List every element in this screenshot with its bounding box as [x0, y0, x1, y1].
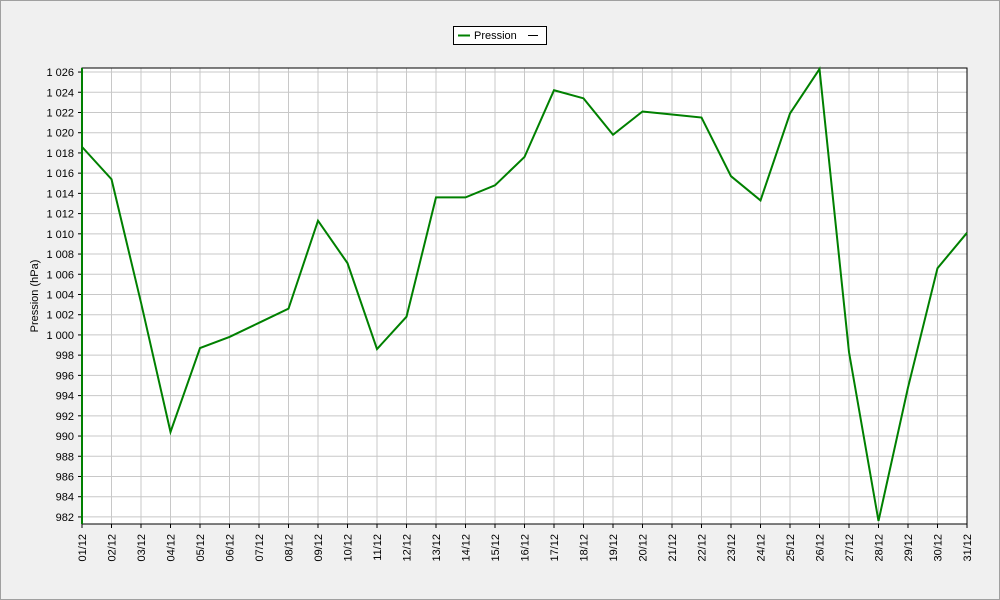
y-tick-label: 994 — [56, 391, 74, 403]
y-tick-label: 1 016 — [46, 168, 74, 180]
x-tick-label: 15/12 — [490, 534, 502, 562]
y-tick-label: 1 024 — [46, 87, 74, 99]
y-tick-label: 1 012 — [46, 209, 74, 221]
y-tick-label: 1 026 — [46, 67, 74, 79]
x-tick-label: 19/12 — [608, 534, 620, 562]
x-tick-label: 30/12 — [933, 534, 945, 562]
y-tick-label: 988 — [56, 451, 74, 463]
y-tick-label: 992 — [56, 411, 74, 423]
x-tick-label: 17/12 — [549, 534, 561, 562]
y-tick-label: 1 018 — [46, 148, 74, 160]
y-tick-label: 1 014 — [46, 188, 74, 200]
y-axis-label: Pression (hPa) — [29, 260, 41, 333]
y-tick-label: 986 — [56, 471, 74, 483]
x-tick-label: 28/12 — [874, 534, 886, 562]
y-tick-label: 1 022 — [46, 107, 74, 119]
x-tick-label: 26/12 — [815, 534, 827, 562]
y-tick-label: 996 — [56, 370, 74, 382]
x-tick-label: 18/12 — [579, 534, 591, 562]
x-tick-label: 07/12 — [254, 534, 266, 562]
x-tick-label: 05/12 — [195, 534, 207, 562]
legend-label: Pression — [474, 30, 517, 42]
x-tick-label: 03/12 — [136, 534, 148, 562]
y-tick-label: 1 004 — [46, 289, 74, 301]
x-tick-label: 01/12 — [77, 534, 89, 562]
y-tick-label: 984 — [56, 492, 74, 504]
x-tick-label: 04/12 — [166, 534, 178, 562]
x-tick-label: 08/12 — [284, 534, 296, 562]
y-tick-label: 1 006 — [46, 269, 74, 281]
x-tick-label: 02/12 — [107, 534, 119, 562]
x-tick-label: 12/12 — [402, 534, 414, 562]
x-tick-label: 13/12 — [431, 534, 443, 562]
x-tick-label: 06/12 — [225, 534, 237, 562]
x-tick-label: 24/12 — [756, 534, 768, 562]
legend-box — [453, 26, 547, 45]
y-tick-label: 1 020 — [46, 128, 74, 140]
x-tick-label: 29/12 — [903, 534, 915, 562]
y-tick-label: 990 — [56, 431, 74, 443]
series-line — [81, 66, 968, 522]
x-tick-label: 10/12 — [343, 534, 355, 562]
y-tick-label: 1 000 — [46, 330, 74, 342]
x-tick-label: 11/12 — [372, 534, 384, 561]
y-tick-label: 1 002 — [46, 310, 74, 322]
x-tick-label: 09/12 — [313, 534, 325, 562]
x-tick-label: 25/12 — [785, 534, 797, 562]
y-tick-label: 998 — [56, 350, 74, 362]
y-tick-label: 1 010 — [46, 229, 74, 241]
y-tick-label: 1 008 — [46, 249, 74, 261]
x-tick-label: 21/12 — [667, 534, 679, 562]
x-tick-label: 22/12 — [697, 534, 709, 562]
legend: Pression — [453, 26, 547, 45]
x-tick-label: 27/12 — [844, 534, 856, 562]
x-tick-label: 20/12 — [638, 534, 650, 562]
x-tick-label: 23/12 — [726, 534, 738, 562]
x-tick-label: 31/12 — [962, 534, 974, 562]
x-tick-label: 14/12 — [461, 534, 473, 562]
x-tick-label: 16/12 — [520, 534, 532, 562]
y-tick-label: 982 — [56, 512, 74, 524]
